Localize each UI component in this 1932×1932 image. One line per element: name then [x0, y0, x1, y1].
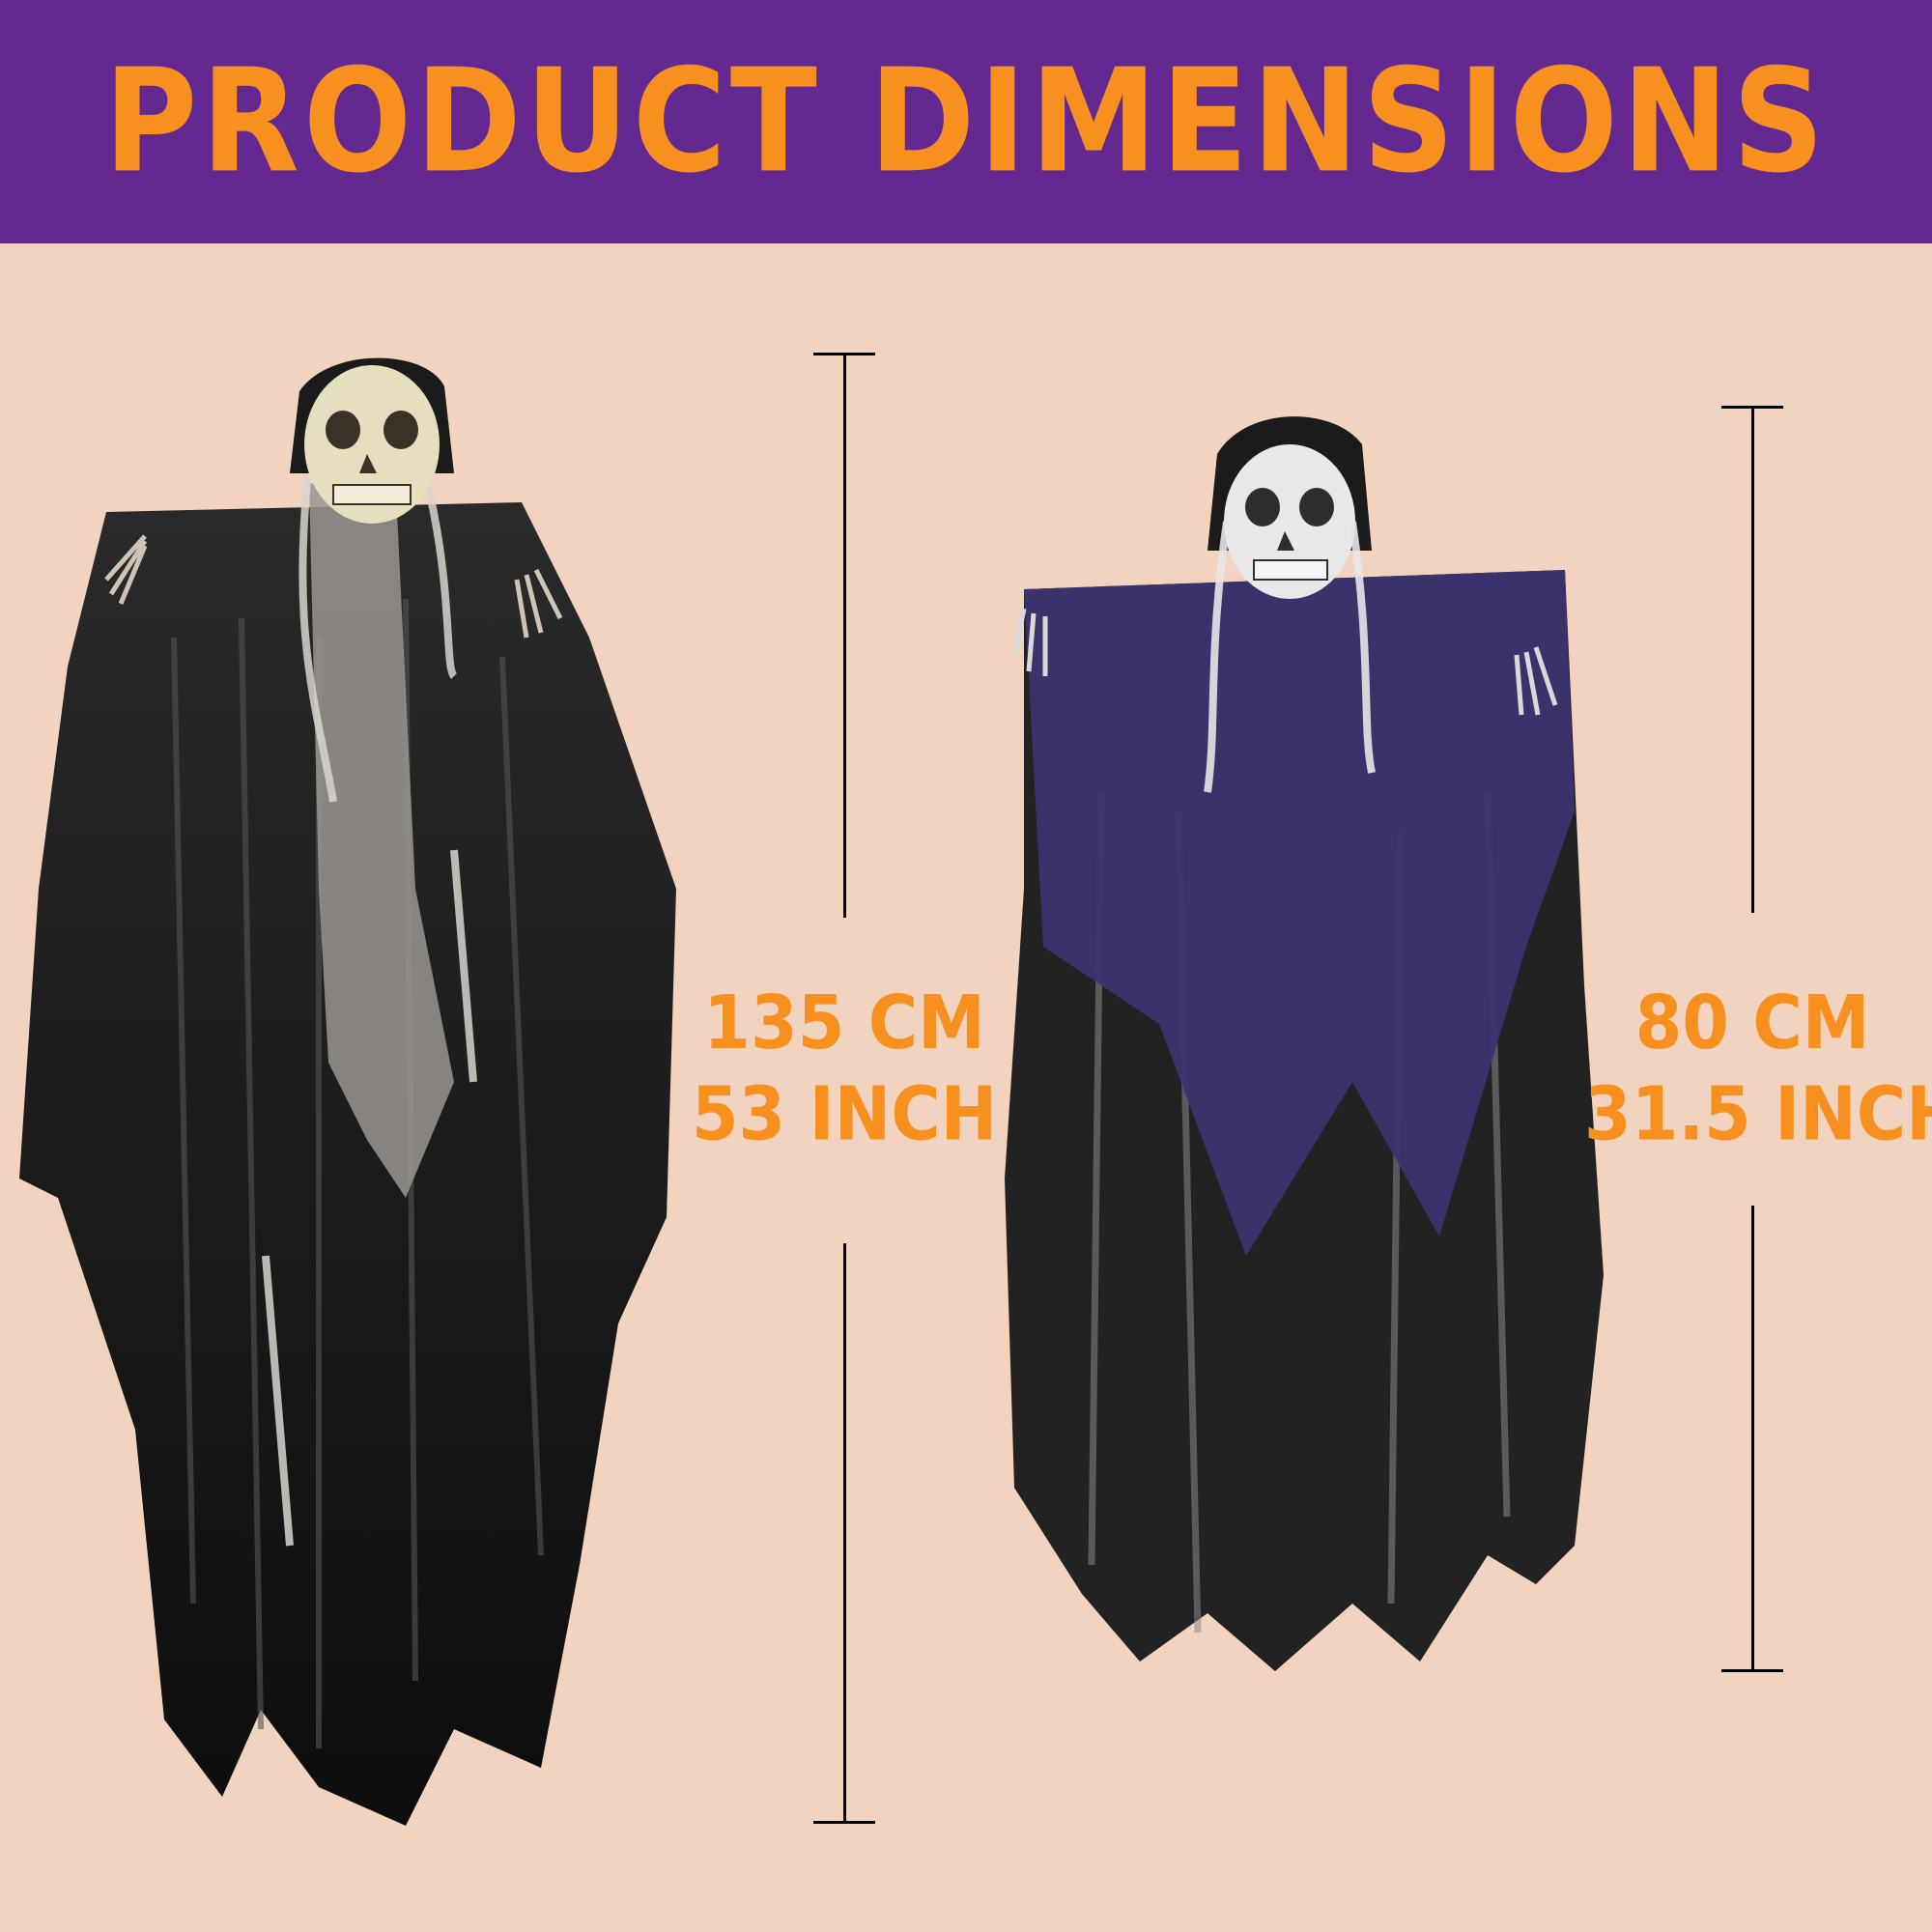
small-dimension-inch: 31.5 INCH	[1584, 1070, 1932, 1158]
small-dimension-label: 80 CM 31.5 INCH	[1584, 977, 1932, 1159]
small-dimension-cm: 80 CM	[1634, 979, 1870, 1066]
large-dimension-cm: 135 CM	[703, 979, 985, 1066]
measure-line-lower	[843, 1243, 846, 1823]
measure-line-upper	[1751, 406, 1754, 913]
large-reaper-image	[19, 357, 676, 1826]
large-dimension-inch: 53 INCH	[691, 1070, 998, 1158]
measure-bottom-cap	[1721, 1669, 1783, 1672]
page-title: PRODUCT DIMENSIONS	[103, 38, 1829, 206]
measure-line-lower	[1751, 1206, 1754, 1671]
header-banner: PRODUCT DIMENSIONS	[0, 0, 1932, 243]
large-dimension-label: 135 CM 53 INCH	[676, 977, 1012, 1159]
measure-bottom-cap	[813, 1821, 875, 1824]
measure-line-upper	[843, 353, 846, 918]
small-reaper-image	[1005, 416, 1604, 1671]
